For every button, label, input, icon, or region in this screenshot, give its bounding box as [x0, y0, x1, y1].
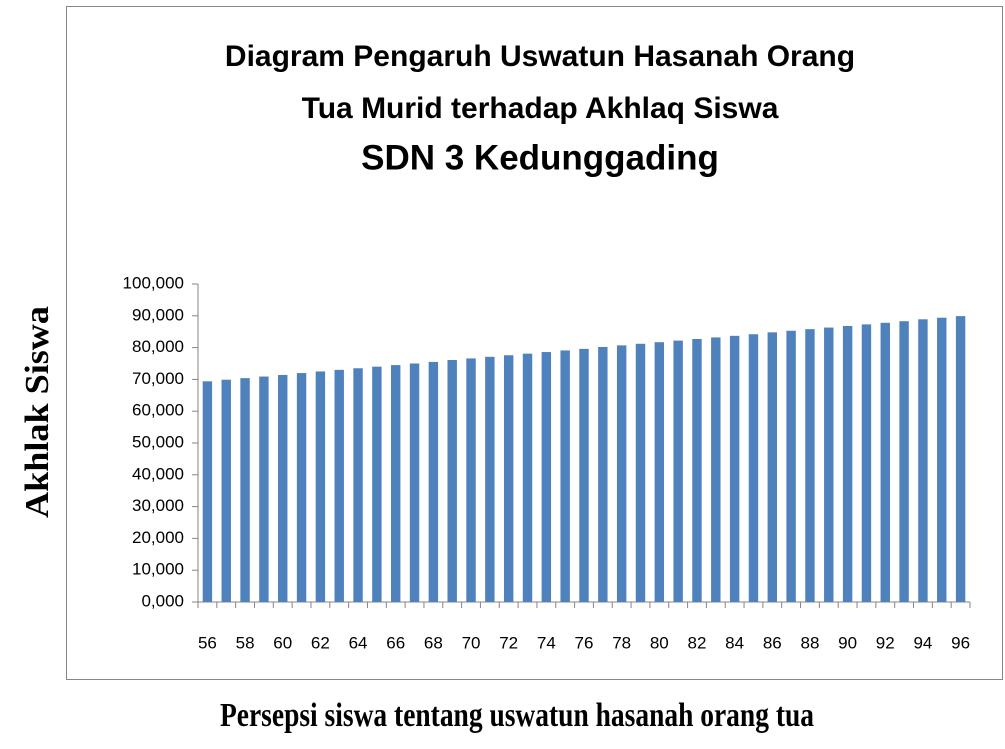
bar	[654, 342, 665, 602]
bar	[767, 332, 777, 602]
bar	[748, 334, 759, 602]
bar	[861, 324, 872, 602]
bar	[729, 335, 740, 602]
y-tick-label: 70,000	[132, 369, 184, 388]
bar	[899, 321, 909, 602]
bar	[805, 329, 815, 602]
y-axis-title: Akhlak Siswa	[19, 306, 56, 518]
bar	[937, 317, 947, 602]
bar	[579, 348, 589, 602]
chart-title: SDN 3 Kedunggading	[361, 138, 719, 177]
y-tick-label: 90,000	[132, 305, 184, 324]
x-tick-label: 76	[575, 633, 594, 652]
bar	[635, 343, 646, 602]
x-tick-label: 68	[424, 633, 443, 652]
y-tick-label: 10,000	[132, 560, 184, 579]
x-tick-label: 66	[386, 633, 405, 652]
bar	[692, 339, 702, 602]
bar	[598, 346, 608, 602]
bar	[202, 381, 213, 602]
bar	[541, 352, 552, 602]
bar	[391, 365, 401, 602]
bar	[880, 322, 890, 602]
x-tick-label: 88	[800, 633, 819, 652]
bar	[918, 319, 928, 602]
x-tick-label: 74	[537, 633, 556, 652]
x-tick-label: 62	[311, 633, 330, 652]
y-tick-label: 20,000	[132, 528, 184, 547]
x-tick-label: 70	[462, 633, 481, 652]
x-tick-label: 56	[198, 633, 217, 652]
bar	[955, 316, 966, 602]
x-tick-label: 90	[838, 633, 857, 652]
x-tick-label: 82	[688, 633, 707, 652]
bar	[240, 378, 250, 602]
bar	[503, 355, 514, 602]
bar	[296, 373, 307, 602]
y-tick-label: 100,000	[123, 273, 184, 292]
x-tick-label: 80	[650, 633, 669, 652]
y-tick-label: 80,000	[132, 337, 184, 356]
x-tick-label: 96	[951, 633, 970, 652]
bar	[616, 345, 627, 602]
y-tick-label: 40,000	[132, 464, 184, 483]
x-axis-title: Persepsi siswa tentang uswatun hasanah o…	[220, 697, 814, 734]
x-tick-label: 86	[763, 633, 782, 652]
bar	[522, 353, 533, 602]
bar	[353, 368, 363, 602]
bar	[372, 366, 382, 602]
bar	[315, 371, 326, 602]
bar	[673, 340, 683, 602]
bar	[824, 327, 834, 602]
bar	[278, 374, 288, 602]
x-tick-label: 72	[499, 633, 518, 652]
bar	[334, 369, 344, 602]
bar	[560, 350, 570, 602]
x-tick-label: 60	[273, 633, 292, 652]
bar	[447, 360, 457, 602]
bar	[466, 358, 476, 602]
x-tick-label: 64	[349, 633, 368, 652]
y-tick-label: 60,000	[132, 401, 184, 420]
bar	[711, 337, 721, 602]
bar	[485, 356, 495, 602]
bar	[786, 330, 796, 602]
bar	[221, 379, 231, 602]
bar	[428, 361, 439, 602]
y-tick-label: 50,000	[132, 432, 184, 451]
bar	[842, 325, 853, 602]
y-tick-label: 0,000	[141, 591, 184, 610]
x-tick-label: 94	[913, 633, 932, 652]
bar	[409, 363, 420, 602]
x-tick-label: 84	[725, 633, 744, 652]
y-tick-label: 30,000	[132, 496, 184, 515]
chart-title: Diagram Pengaruh Uswatun Hasanah Orang	[225, 40, 855, 73]
bar	[259, 376, 269, 602]
x-tick-label: 58	[236, 633, 255, 652]
x-tick-label: 78	[612, 633, 631, 652]
x-tick-label: 92	[876, 633, 895, 652]
chart-title: Tua Murid terhadap Akhlaq Siswa	[302, 92, 779, 125]
